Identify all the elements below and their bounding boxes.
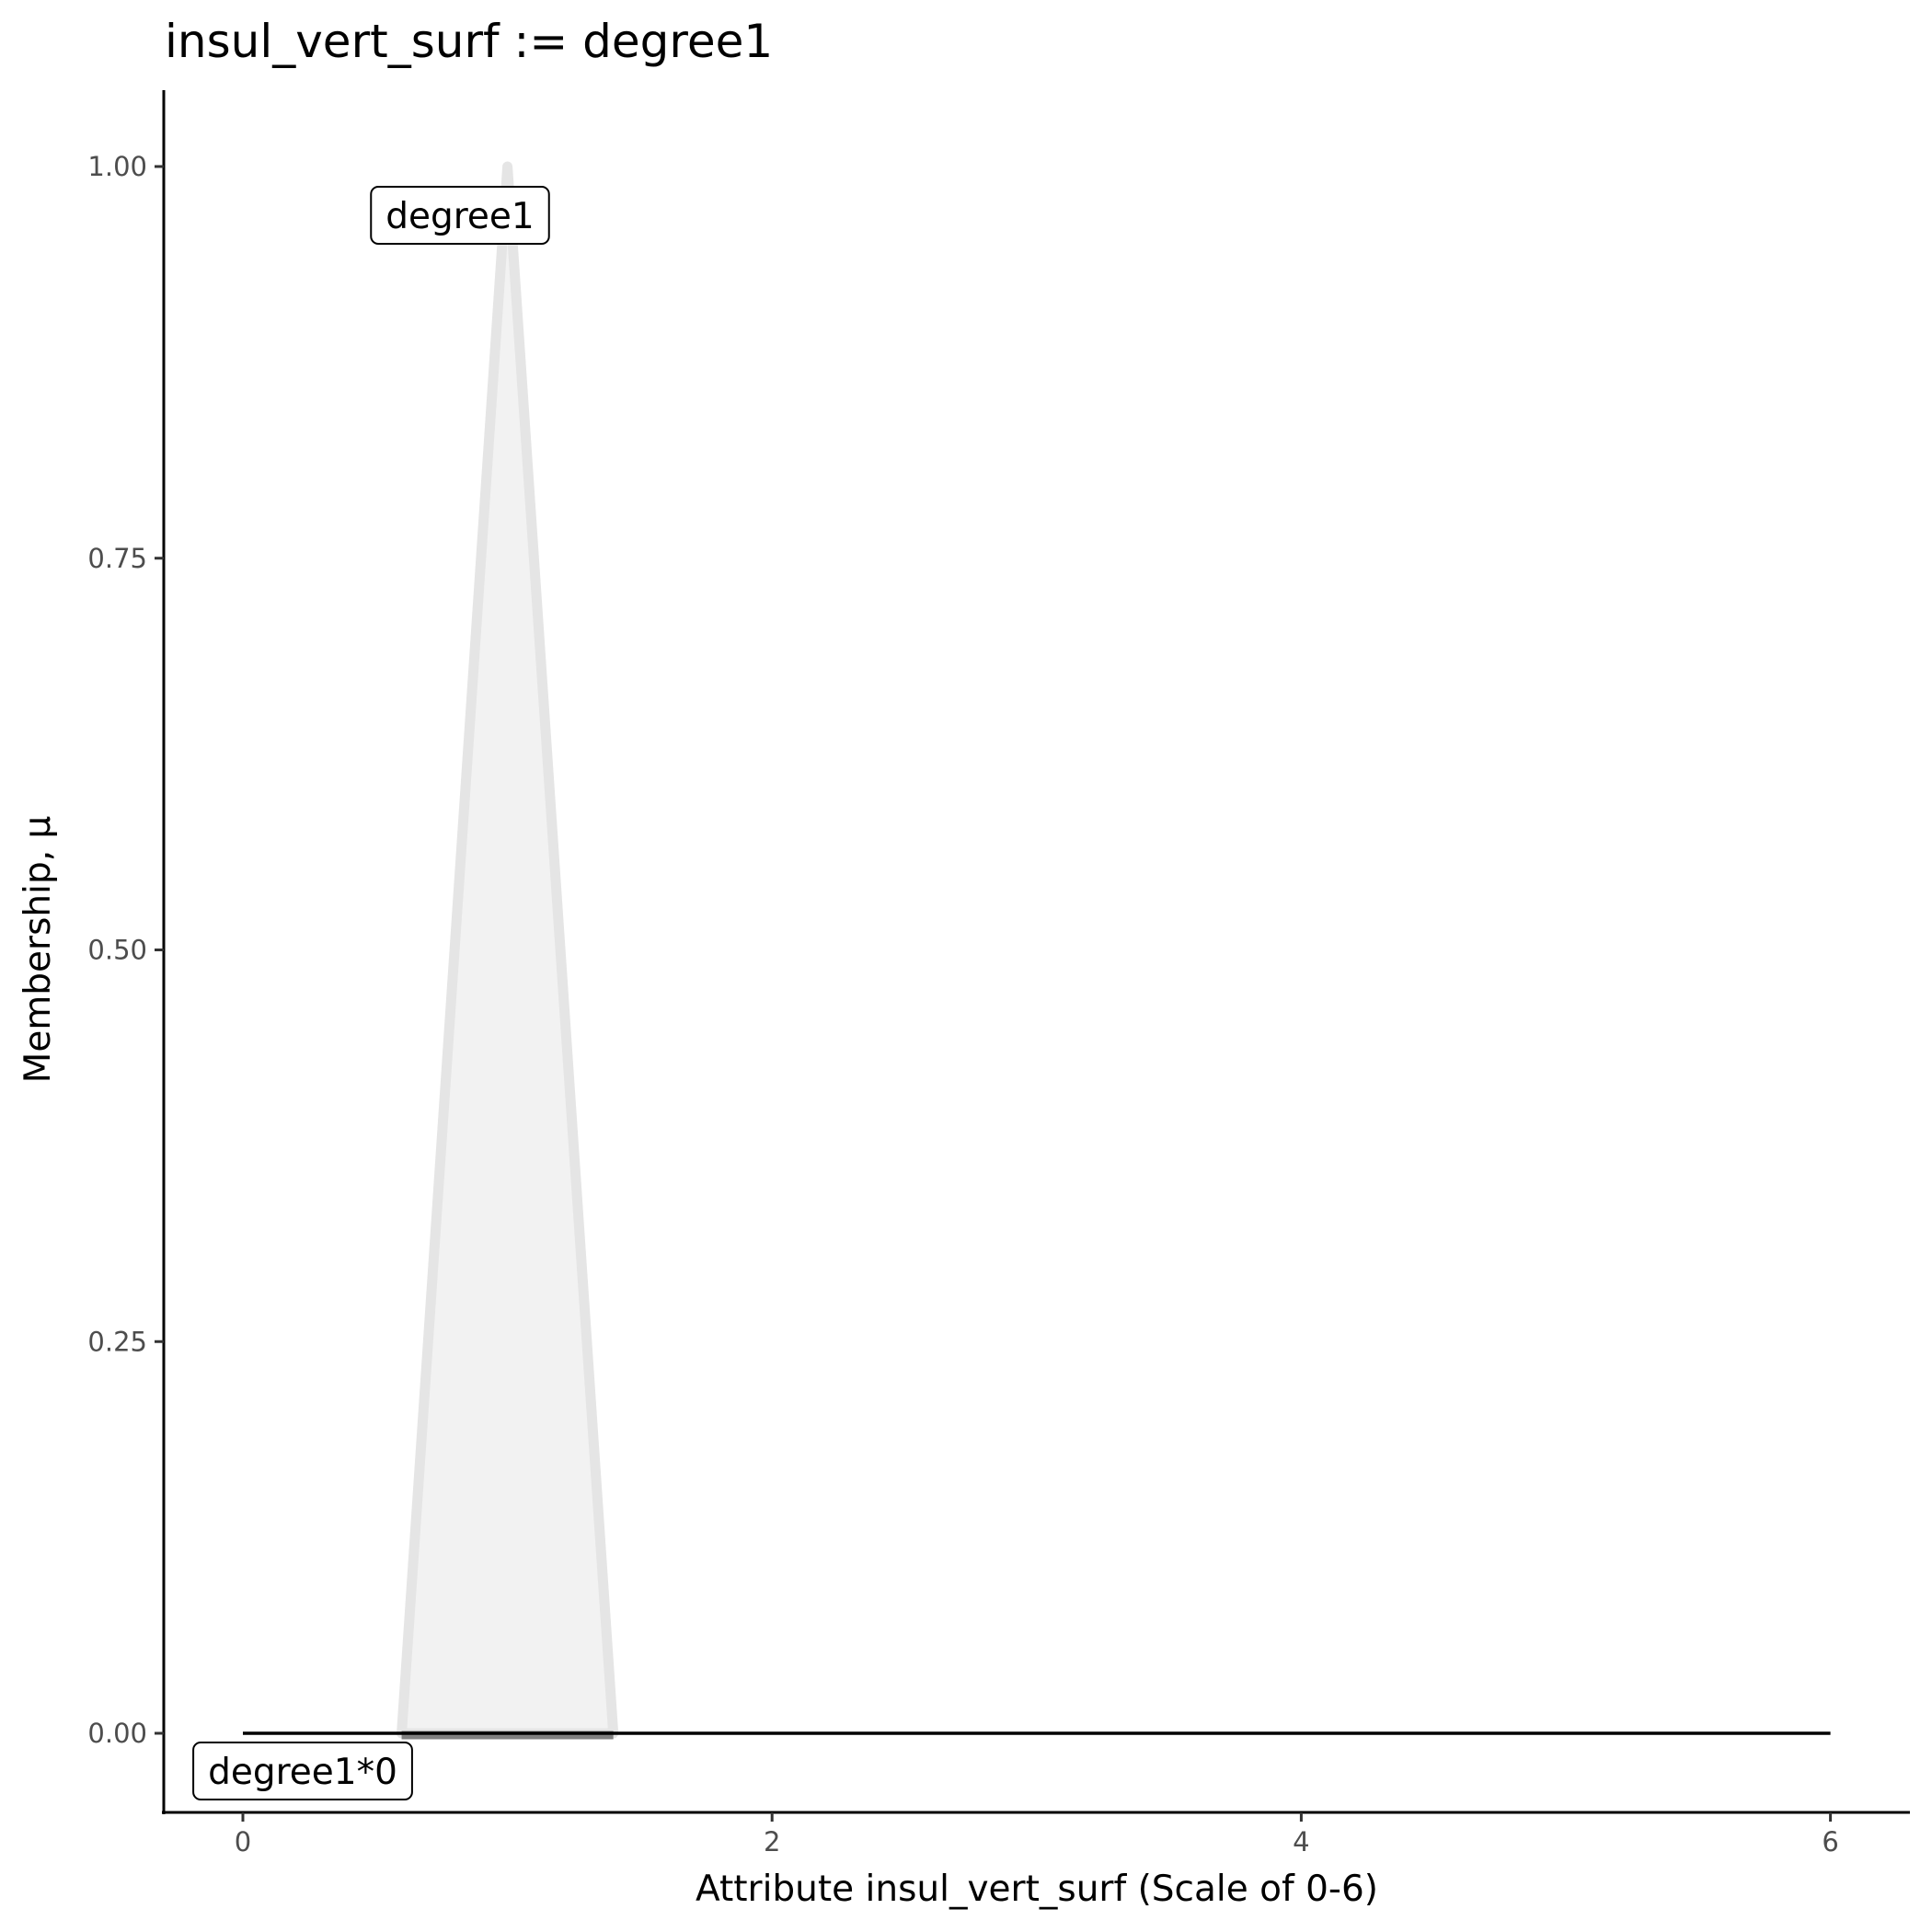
chart-title: insul_vert_surf := degree1 — [165, 15, 773, 68]
x-axis-ticks: 0 2 4 6 — [235, 1812, 1839, 1857]
plot-area — [243, 161, 1831, 1740]
x-tick-label: 2 — [764, 1826, 780, 1857]
y-tick-label: 1.00 — [87, 151, 147, 182]
annotation-box — [192, 1742, 413, 1800]
x-axis-title: Attribute insul_vert_surf (Scale of 0-6) — [696, 1869, 1378, 1910]
annotation-label: degree1*0 — [192, 1742, 413, 1800]
x-tick-label: 4 — [1293, 1826, 1309, 1857]
y-axis-title: Membership, μ — [17, 816, 59, 1084]
y-tick-label: 0.00 — [87, 1718, 147, 1749]
annotation-labels: degree1 degree1*0 — [192, 186, 550, 1800]
annotation-box — [370, 186, 550, 245]
membership-triangle-degree1 — [397, 161, 619, 1739]
y-tick-label: 0.25 — [87, 1326, 147, 1357]
y-tick-label: 0.50 — [87, 935, 147, 966]
annotation-text: degree1 — [385, 196, 534, 237]
x-tick-label: 6 — [1822, 1826, 1838, 1857]
annotation-text: degree1*0 — [208, 1752, 397, 1793]
x-tick-label: 0 — [235, 1826, 251, 1857]
y-axis-ticks: 0.00 0.25 0.50 0.75 1.00 — [87, 151, 164, 1749]
y-tick-label: 0.75 — [87, 543, 147, 574]
annotation-label: degree1 — [370, 186, 550, 245]
